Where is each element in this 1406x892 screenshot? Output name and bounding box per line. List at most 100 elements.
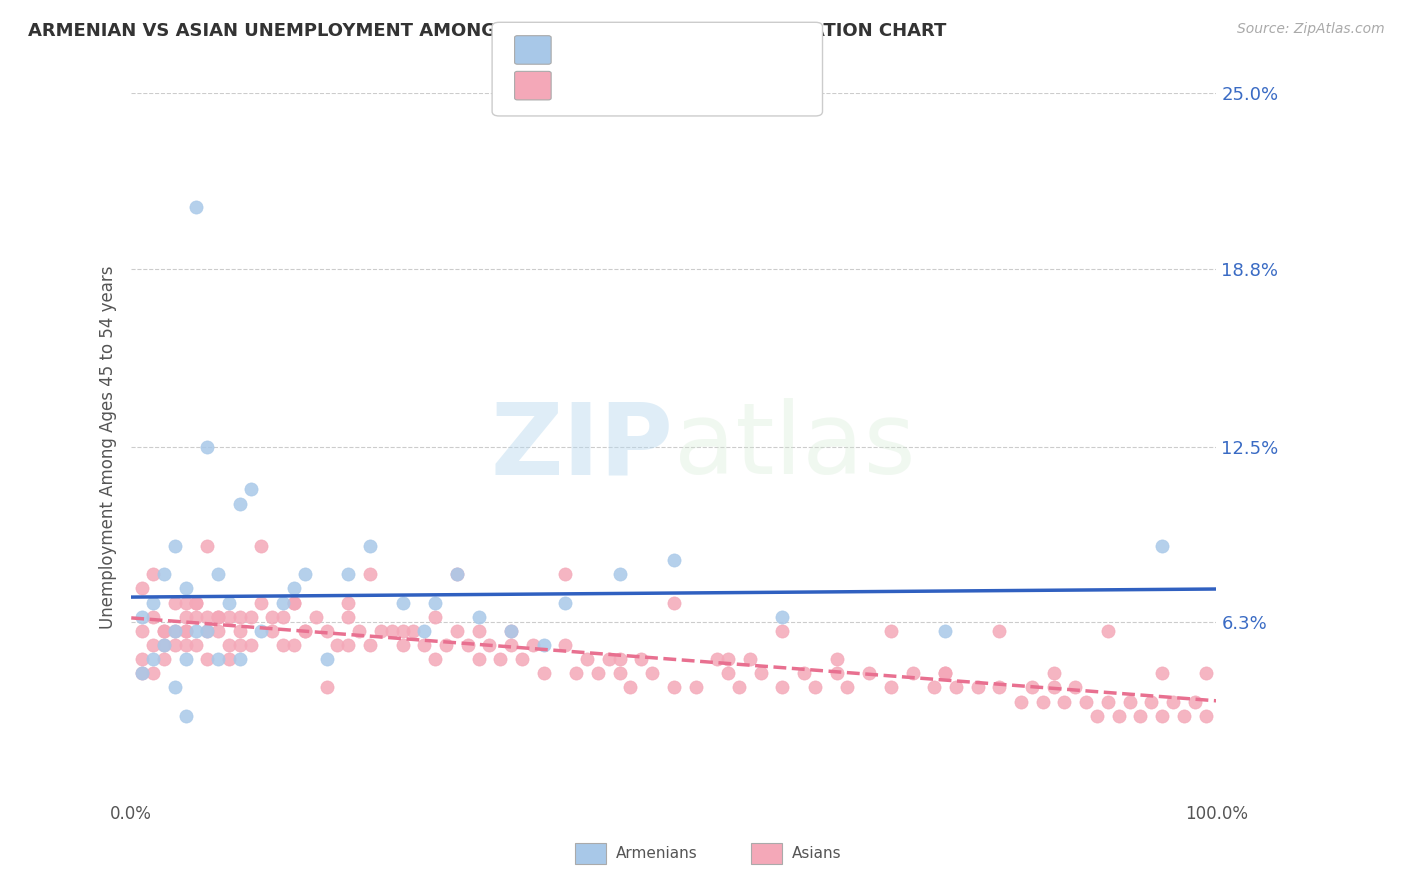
Point [283,596,305,610]
Point [186,638,208,652]
Point [793,666,815,681]
Point [1064,681,1087,695]
Point [283,582,305,596]
Point [586,666,609,681]
Point [630,652,652,666]
Point [250,596,273,610]
Point [1076,695,1098,709]
Point [315,652,337,666]
Point [413,638,436,652]
Point [717,666,740,681]
Point [554,567,576,582]
Point [554,638,576,652]
Point [174,582,197,596]
Point [131,582,153,596]
Point [413,624,436,638]
Point [934,666,956,681]
Point [207,609,229,624]
Point [153,624,176,638]
Point [858,666,880,681]
Point [262,609,284,624]
Point [359,567,381,582]
Point [391,638,413,652]
Point [337,596,360,610]
Point [131,666,153,681]
Text: Source: ZipAtlas.com: Source: ZipAtlas.com [1237,22,1385,37]
Point [609,652,631,666]
Point [1097,624,1119,638]
Point [337,567,360,582]
Point [988,624,1011,638]
Point [391,624,413,638]
Point [446,567,468,582]
Point [283,596,305,610]
Point [1173,708,1195,723]
Point [510,652,533,666]
Point [728,681,751,695]
Point [598,652,620,666]
Point [207,624,229,638]
Point [1108,708,1130,723]
Point [423,609,446,624]
Point [271,596,294,610]
Point [186,200,208,214]
Point [1053,695,1076,709]
Point [934,624,956,638]
Point [229,638,252,652]
Point [1152,708,1174,723]
Point [446,624,468,638]
Point [229,624,252,638]
Point [1152,666,1174,681]
Text: atlas: atlas [673,399,915,495]
Point [1140,695,1163,709]
Point [576,652,599,666]
Point [738,652,761,666]
Point [195,609,218,624]
Point [1118,695,1140,709]
Point [966,681,988,695]
Point [163,539,186,553]
Point [554,596,576,610]
Point [1129,708,1152,723]
Text: ARMENIAN VS ASIAN UNEMPLOYMENT AMONG AGES 45 TO 54 YEARS CORRELATION CHART: ARMENIAN VS ASIAN UNEMPLOYMENT AMONG AGE… [28,22,946,40]
Point [619,681,641,695]
Point [381,624,404,638]
Point [315,681,337,695]
Point [142,596,165,610]
Point [229,652,252,666]
Point [153,624,176,638]
Point [142,638,165,652]
Point [499,624,522,638]
Point [1184,695,1206,709]
Point [294,567,316,582]
Point [186,624,208,638]
Point [423,596,446,610]
Point [186,609,208,624]
Point [163,681,186,695]
Point [457,638,479,652]
Point [609,567,631,582]
Point [174,624,197,638]
Point [283,638,305,652]
Point [1194,666,1216,681]
Point [163,638,186,652]
Point [467,652,489,666]
Point [1097,695,1119,709]
Point [499,624,522,638]
Point [153,638,176,652]
Point [174,652,197,666]
Point [153,567,176,582]
Point [218,652,240,666]
Point [499,638,522,652]
Point [153,652,176,666]
Point [347,624,370,638]
Point [142,666,165,681]
Point [770,681,793,695]
Point [1010,695,1032,709]
Point [315,624,337,638]
Point [131,666,153,681]
Point [174,638,197,652]
Point [359,539,381,553]
Point [1042,681,1064,695]
Point [641,666,664,681]
